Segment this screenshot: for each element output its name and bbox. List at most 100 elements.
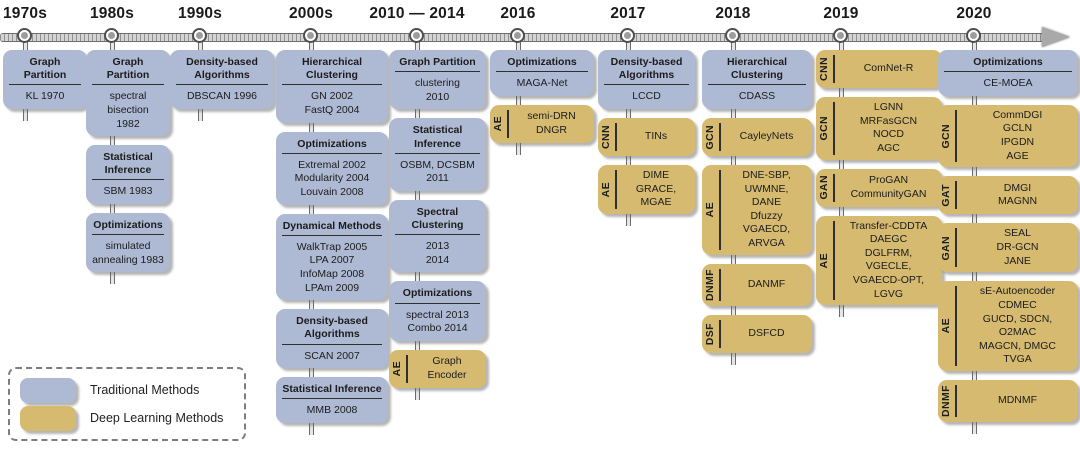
era-node-dot <box>108 32 115 39</box>
box-content: spectral 2013 Combo 2014 <box>389 306 486 337</box>
deep-tag-label: AE <box>600 181 612 198</box>
deep-tag-label: AE <box>492 116 504 132</box>
box-line: clustering <box>415 77 460 90</box>
box-line: simulated <box>105 240 151 253</box>
method-box: Optimizations spectral 2013 Combo 2014 <box>389 281 486 341</box>
deep-tag-label: CNN <box>818 57 830 81</box>
box-line: LPA 2007 <box>309 254 355 267</box>
box-line: semi-DRN <box>527 110 576 123</box>
box-line: ARVGA <box>748 237 785 250</box>
box-line: SEAL <box>1004 227 1031 240</box>
box-line: DMGI <box>1003 181 1032 194</box>
era-column: Optimizations CE-MOEA GCN CommDGI GCLN IPGDN A… <box>938 50 1078 423</box>
box-title: Optimizations <box>92 216 164 236</box>
box-content: OSBM, DCSBM 2011 <box>389 156 486 187</box>
deep-tag-label: DNMF <box>704 268 716 301</box>
deep-tag: GAN <box>938 228 957 268</box>
method-box: Graph Partition spectral bisection 1982 <box>86 50 170 137</box>
deep-tag: AE <box>490 109 509 138</box>
box-line: LPAm 2009 <box>304 281 360 294</box>
box-content: ComNet-R <box>835 50 942 88</box>
box-line: CDMEC <box>998 298 1037 311</box>
era-column: Density-based Algorithms LCCD CNN TINs AE DIM… <box>598 50 695 214</box>
era-label: 2018 <box>715 5 751 22</box>
box-line: InfoMap 2008 <box>299 267 365 280</box>
era-node-dot <box>21 32 28 39</box>
box-content: CommDGI GCLN IPGDN AGE <box>957 105 1078 168</box>
box-line: CDASS <box>738 90 776 103</box>
era-node-dot <box>196 32 203 39</box>
era-column: CNN ComNet-R GCN LGNN MRFasGCN NOCD AGC GAN ProG… <box>816 50 942 306</box>
deep-tag: CNN <box>816 55 835 83</box>
method-box: CNN ComNet-R <box>816 50 942 88</box>
box-content: Graph Encoder <box>408 350 486 388</box>
method-box: Optimizations simulated annealing 1983 <box>86 213 170 273</box>
era-node-dot <box>624 32 631 39</box>
box-line: spectral 2013 <box>405 308 470 321</box>
box-content: CDASS <box>702 87 812 105</box>
deep-tag: DSF <box>702 319 721 348</box>
box-content: CE-MOEA <box>938 74 1078 92</box>
box-line: DGLFRM, <box>864 246 913 259</box>
method-box: Hierarchical Clustering GN 2002 FastQ 2004 <box>276 50 388 123</box>
era-node-dot <box>413 32 420 39</box>
box-content: SEAL DR-GCN JANE <box>957 223 1078 272</box>
box-line: KL 1970 <box>25 90 65 103</box>
method-box: Dynamical Methods WalkTrap 2005 LPA 2007 In… <box>276 213 388 301</box>
legend-swatch-traditional <box>20 377 76 403</box>
box-line: LGVG <box>873 287 904 300</box>
era-label: 2000s <box>288 5 334 22</box>
box-line: CE-MOEA <box>983 77 1033 90</box>
era-column: Graph Partition KL 1970 <box>3 50 87 109</box>
era-node-dot <box>729 32 736 39</box>
deep-tag-label: AE <box>704 202 716 218</box>
legend-label: Traditional Methods <box>90 383 200 397</box>
box-title: Graph Partition <box>92 53 164 86</box>
method-box: Graph Partition KL 1970 <box>3 50 87 109</box>
box-content: clustering 2010 <box>389 74 486 105</box>
box-line: UWMNE, <box>744 182 789 195</box>
method-box: Statistical Inference SBM 1983 <box>86 145 170 205</box>
box-line: Graph <box>432 355 462 368</box>
box-title: Density-based Algorithms <box>604 53 689 86</box>
box-line: DIME <box>642 168 670 181</box>
box-content: GN 2002 FastQ 2004 <box>276 87 388 118</box>
deep-tag-label: GAN <box>940 235 952 261</box>
box-content: LGNN MRFasGCN NOCD AGC <box>835 97 942 160</box>
box-line: LCCD <box>632 90 661 103</box>
method-box: Density-based Algorithms SCAN 2007 <box>276 309 388 369</box>
legend-label: Deep Learning Methods <box>90 411 224 425</box>
era-label: 2019 <box>823 5 859 22</box>
box-line: annealing 1983 <box>92 253 164 266</box>
era-node-icon <box>620 28 635 43</box>
box-line: 2014 <box>425 253 450 266</box>
box-content: SBM 1983 <box>86 182 170 200</box>
box-title: Density-based Algorithms <box>282 312 382 345</box>
box-line: Dfuzzy <box>750 209 783 222</box>
era-column: Density-based Algorithms DBSCAN 1996 <box>170 50 274 109</box>
era-label: 1970s <box>2 5 48 22</box>
deep-tag-label: AE <box>391 361 403 377</box>
era-label: 2010 — 2014 <box>369 5 465 22</box>
box-line: spectral <box>109 90 147 103</box>
box-line: MAGCN, DMGC <box>979 339 1056 352</box>
method-box: Hierarchical Clustering CDASS <box>702 50 812 109</box>
method-box: Density-based Algorithms DBSCAN 1996 <box>170 50 274 109</box>
box-line: Extremal 2002 <box>298 158 366 171</box>
era-node-icon <box>725 28 740 43</box>
box-line: TVGA <box>1003 353 1032 366</box>
method-box: Statistical Inference OSBM, DCSBM 2011 <box>389 118 486 191</box>
box-line: MGAE <box>640 196 672 209</box>
box-title: Hierarchical Clustering <box>708 53 806 86</box>
box-line: Combo 2014 <box>407 322 468 335</box>
method-box: AE semi-DRN DNGR <box>490 104 594 143</box>
method-box: Optimizations MAGA-Net <box>490 50 594 96</box>
box-content: MDNMF <box>957 380 1078 422</box>
box-line: AGE <box>1006 149 1029 162</box>
box-content: DNE-SBP, UWMNE, DANE Dfuzzy VGAECD, ARVGA <box>721 165 812 255</box>
box-line: MRFasGCN <box>859 114 918 127</box>
deep-tag-label: GAN <box>818 175 830 200</box>
method-box: Graph Partition clustering 2010 <box>389 50 486 110</box>
era-node-dot <box>970 32 977 39</box>
box-title: Optimizations <box>496 53 588 73</box>
